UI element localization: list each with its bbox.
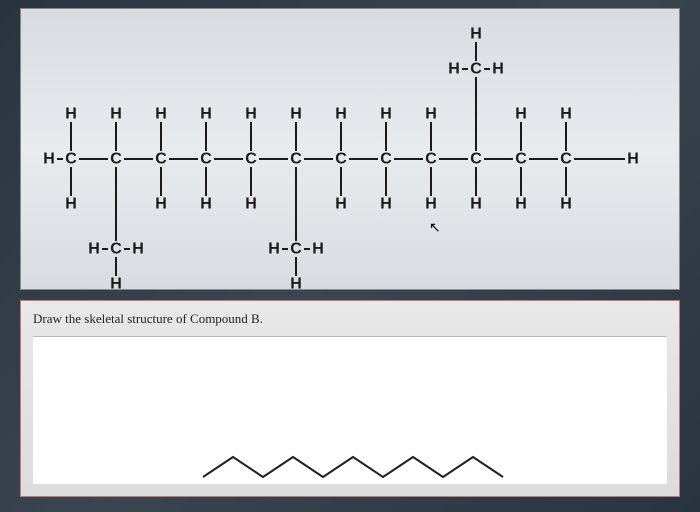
svg-text:C: C: [515, 151, 527, 168]
svg-text:H: H: [132, 241, 144, 258]
skeletal-polyline: [203, 457, 503, 477]
svg-text:C: C: [155, 151, 167, 168]
prompt-panel: Draw the skeletal structure of Compound …: [20, 300, 680, 497]
svg-text:H: H: [425, 106, 437, 123]
svg-text:C: C: [470, 151, 482, 168]
svg-text:H: H: [88, 241, 100, 258]
svg-text:H: H: [470, 196, 482, 213]
svg-text:H: H: [245, 106, 257, 123]
svg-text:H: H: [65, 196, 77, 213]
svg-text:H: H: [560, 106, 572, 123]
svg-text:C: C: [380, 151, 392, 168]
structure-panel: HHCHHCHCHHCHHCHHCHCHHCHHCHHCHCHHCHHCHHHC…: [20, 8, 680, 290]
svg-text:H: H: [43, 151, 55, 168]
svg-text:H: H: [312, 241, 324, 258]
mouse-cursor: ↖: [429, 219, 441, 236]
svg-text:H: H: [492, 61, 504, 78]
svg-text:C: C: [290, 241, 302, 258]
svg-text:H: H: [290, 106, 302, 123]
prompt-text: Draw the skeletal structure of Compound …: [33, 311, 263, 327]
svg-text:C: C: [65, 151, 77, 168]
svg-text:H: H: [110, 276, 122, 290]
svg-text:H: H: [335, 106, 347, 123]
svg-text:C: C: [110, 151, 122, 168]
svg-text:C: C: [110, 241, 122, 258]
svg-text:H: H: [65, 106, 77, 123]
svg-text:H: H: [290, 276, 302, 290]
svg-text:H: H: [448, 61, 460, 78]
svg-text:C: C: [335, 151, 347, 168]
svg-text:C: C: [245, 151, 257, 168]
svg-text:H: H: [380, 196, 392, 213]
skeletal-drawing[interactable]: [33, 337, 667, 484]
svg-text:C: C: [560, 151, 572, 168]
svg-text:H: H: [155, 196, 167, 213]
svg-text:C: C: [470, 61, 482, 78]
svg-text:H: H: [515, 106, 527, 123]
svg-text:H: H: [110, 106, 122, 123]
svg-text:H: H: [200, 106, 212, 123]
svg-text:C: C: [200, 151, 212, 168]
svg-text:H: H: [627, 151, 639, 168]
svg-text:C: C: [290, 151, 302, 168]
svg-text:H: H: [425, 196, 437, 213]
drawing-area[interactable]: [33, 336, 667, 484]
svg-text:H: H: [380, 106, 392, 123]
lewis-structure: HHCHHCHCHHCHHCHHCHCHHCHHCHHCHCHHCHHCHHHC…: [21, 9, 681, 289]
svg-text:H: H: [268, 241, 280, 258]
svg-text:H: H: [155, 106, 167, 123]
svg-text:H: H: [245, 196, 257, 213]
svg-text:H: H: [515, 196, 527, 213]
svg-text:H: H: [200, 196, 212, 213]
svg-text:C: C: [425, 151, 437, 168]
svg-text:H: H: [560, 196, 572, 213]
svg-text:H: H: [470, 26, 482, 43]
svg-text:H: H: [335, 196, 347, 213]
